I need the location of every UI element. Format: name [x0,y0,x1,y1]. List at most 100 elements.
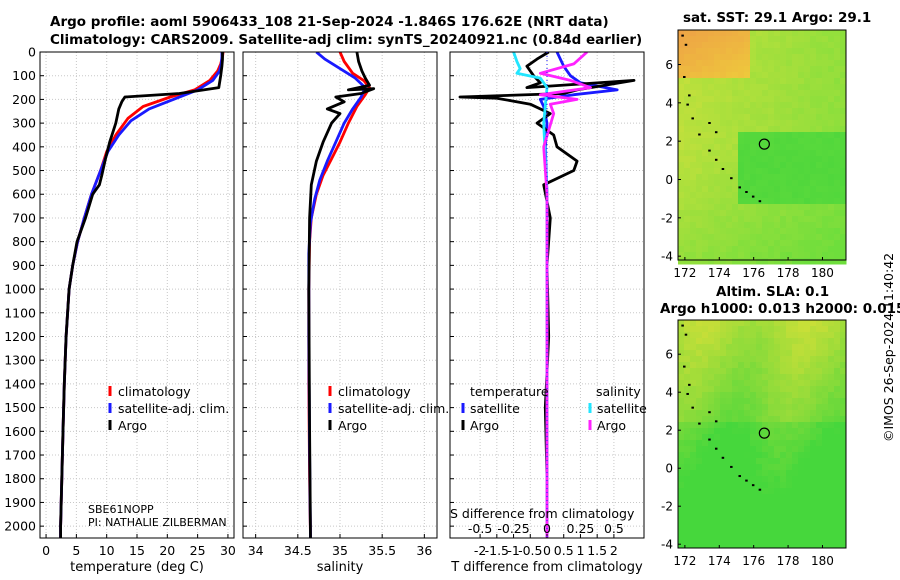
map-cell [744,392,751,399]
map-cell [708,120,715,127]
map-cell [792,350,799,357]
map-cell [756,392,763,399]
diff-legend-label: satellite [470,401,520,416]
map-cell [828,258,835,265]
map-cell [804,518,811,525]
map-cell [714,108,721,115]
map-cell [690,362,697,369]
map-cell [708,144,715,151]
map-cell [684,234,691,241]
map-cell [750,494,757,501]
map-cell [816,60,823,67]
map-cell [696,458,703,465]
series-satellite-adj.-clim.-line [307,52,367,538]
map-cell [714,482,721,489]
map-cell [750,476,757,483]
map-cell [684,108,691,115]
map-cell [792,132,799,139]
map-cell [702,234,709,241]
map-cell [744,374,751,381]
map-cell [684,446,691,453]
map-cell [714,392,721,399]
map-cell [732,48,739,55]
map-cell [798,150,805,157]
map-ytick-label: 4 [665,386,673,400]
map-cell [810,458,817,465]
map-cell [792,536,799,543]
map-cell [810,180,817,187]
map-cell [696,54,703,61]
map-cell [780,386,787,393]
map-cell [804,114,811,121]
map-cell [834,90,841,97]
map-cell [816,524,823,531]
map-cell [810,36,817,43]
map-cell [744,416,751,423]
map-cell [768,252,775,259]
map-cell [798,494,805,501]
map-cell [810,368,817,375]
map-cell [792,428,799,435]
map-cell [816,114,823,121]
map-cell [786,108,793,115]
map-cell [810,54,817,61]
salinity-xtick-label: 34 [248,543,264,558]
map-cell [750,530,757,537]
map-cell [720,398,727,405]
map-cell [684,168,691,175]
map-cell [756,344,763,351]
map-cell [702,506,709,513]
map-cell [702,422,709,429]
map-cell [810,332,817,339]
map-cell [786,42,793,49]
map-cell [750,416,757,423]
map-cell [768,344,775,351]
map-cell [720,494,727,501]
map-cell [804,416,811,423]
map-cell [804,72,811,79]
map-cell [816,428,823,435]
map-cell [702,120,709,127]
map-cell [810,536,817,543]
map-cell [810,228,817,235]
map-cell [768,338,775,345]
map-cell [834,60,841,67]
map-cell [726,530,733,537]
map-cell [768,174,775,181]
map-cell [720,326,727,333]
map-cell [762,386,769,393]
map-cell [744,482,751,489]
map-cell [786,150,793,157]
map-cell [810,518,817,525]
map-cell [744,186,751,193]
map-ytick-label: -2 [661,500,673,514]
map-cell [768,36,775,43]
map-cell [780,150,787,157]
map-cell [738,54,745,61]
SLA-map-frame [677,319,847,549]
sla-map-title-2: Argo h1000: 0.013 h2000: 0.015 [660,301,900,317]
map-cell [840,500,847,507]
map-cell [696,410,703,417]
map-cell [798,362,805,369]
map-cell [696,446,703,453]
map-cell [804,150,811,157]
map-cell [708,102,715,109]
map-cell [714,440,721,447]
map-cell [714,198,721,205]
map-cell [762,512,769,519]
map-cell [702,386,709,393]
map-cell [720,108,727,115]
map-cell [792,500,799,507]
map-cell [792,36,799,43]
map-cell [822,30,829,37]
map-cell [738,350,745,357]
map-cell [828,72,835,79]
map-cell [732,338,739,345]
map-cell [792,246,799,253]
map-cell [714,234,721,241]
map-cell [708,338,715,345]
map-cell [804,392,811,399]
map-cell [756,90,763,97]
map-cell [786,536,793,543]
